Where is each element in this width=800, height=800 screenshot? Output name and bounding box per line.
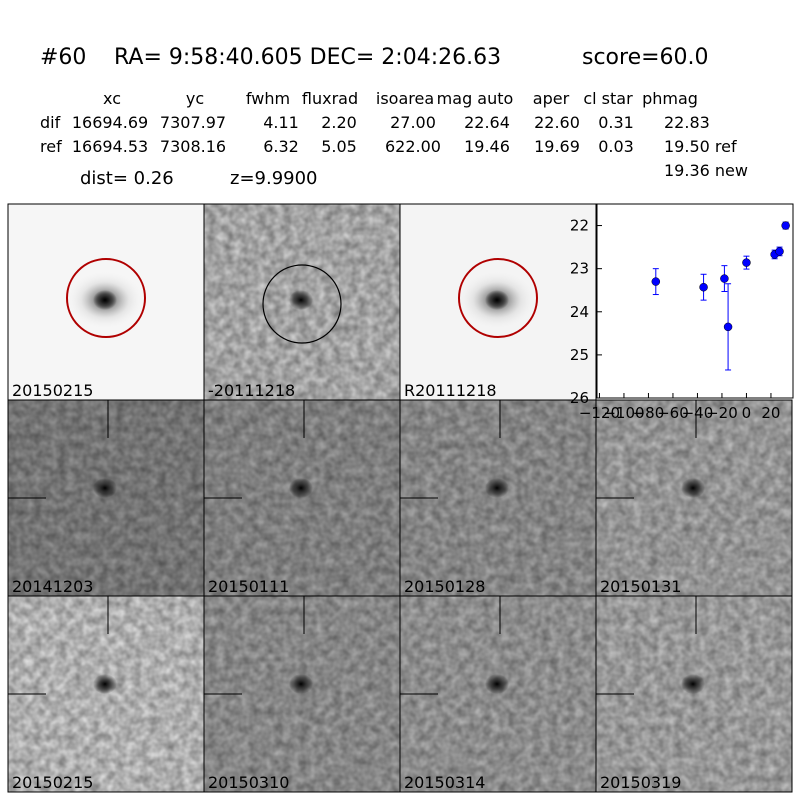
stamp-label: R20111218 xyxy=(404,381,497,400)
x-tick-label: 20 xyxy=(761,404,780,422)
stamp-label: -20111218 xyxy=(208,381,295,400)
aperture xyxy=(66,258,146,338)
y-tick-label: 26 xyxy=(570,389,589,407)
stamp: 20150314 xyxy=(399,595,597,793)
stamp: 20150319 xyxy=(595,595,793,793)
column-header: aper xyxy=(533,89,570,108)
stamp: -20111218 xyxy=(203,203,401,401)
coordinates: RA= 9:58:40.605 DEC= 2:04:26.63 xyxy=(114,45,501,70)
stamp-label: 20150215 xyxy=(12,773,93,792)
y-tick-label: 24 xyxy=(570,303,589,321)
table-cell: 6.32 xyxy=(263,137,299,156)
plot-area xyxy=(596,203,794,399)
source-core xyxy=(289,290,313,310)
table-cell: 27.00 xyxy=(390,113,436,132)
stamp: 20150131 xyxy=(595,399,793,597)
stamp-label: 20150131 xyxy=(600,577,681,596)
stamp: 20150310 xyxy=(203,595,401,793)
table-cell: 7308.16 xyxy=(160,137,226,156)
stamp-label: 20150314 xyxy=(404,773,485,792)
column-header: cl star xyxy=(583,89,633,108)
x-tick-label: −40 xyxy=(682,404,714,422)
point xyxy=(651,277,661,286)
point xyxy=(723,322,733,332)
stamp-label: 20150319 xyxy=(600,773,681,792)
column-header: yc xyxy=(186,89,204,108)
source-core xyxy=(93,290,117,310)
table-cell: 4.11 xyxy=(263,113,299,132)
stamp: 20150215 xyxy=(7,595,205,793)
table-cell: 16694.69 xyxy=(72,113,148,132)
x-tick-label: 0 xyxy=(742,404,752,422)
source-core xyxy=(681,674,705,694)
phmag-new: 19.36 new xyxy=(664,161,748,180)
stamp-label: 20141203 xyxy=(12,577,93,596)
column-header: fluxrad xyxy=(302,89,358,108)
stamp: 20150215 xyxy=(7,203,205,401)
column-header: isoarea xyxy=(376,89,434,108)
y-tick-label: 23 xyxy=(570,260,589,278)
table-cell: 622.00 xyxy=(385,137,441,156)
x-tick-label: −120 xyxy=(579,404,620,422)
x-tick-label: −80 xyxy=(633,404,665,422)
stamp-label: 20150310 xyxy=(208,773,289,792)
stamp: 20150128 xyxy=(399,399,597,597)
stamp: R20111218 xyxy=(399,203,597,401)
source-core xyxy=(93,674,117,694)
table-cell: 0.03 xyxy=(598,137,634,156)
table-cell: 7307.97 xyxy=(160,113,226,132)
source-core xyxy=(289,674,313,694)
aperture xyxy=(262,264,342,344)
table-cell: 19.69 xyxy=(534,137,580,156)
source-core xyxy=(485,290,509,310)
dist: dist= 0.26 xyxy=(80,168,174,189)
source-core xyxy=(681,478,705,498)
stamp: 20150111 xyxy=(203,399,401,597)
stamp-frame xyxy=(595,595,793,793)
table-cell: 22.83 xyxy=(664,113,710,132)
aperture xyxy=(458,258,538,338)
point xyxy=(742,258,751,267)
x-tick-label: −20 xyxy=(706,404,738,422)
stamp-label: 20150111 xyxy=(208,577,289,596)
stamp-label: 20150128 xyxy=(404,577,485,596)
table-cell: 0.31 xyxy=(598,113,634,132)
stamp: 20141203 xyxy=(7,399,205,597)
score: score=60.0 xyxy=(582,45,709,70)
y-tick-label: 22 xyxy=(570,217,589,235)
column-header: xc xyxy=(103,89,121,108)
table-cell: 5.05 xyxy=(321,137,357,156)
z: z=9.9900 xyxy=(230,168,318,189)
table-cell: 22.64 xyxy=(464,113,510,132)
table-cell: 19.46 xyxy=(464,137,510,156)
source-core xyxy=(485,478,509,498)
table-cell: 16694.53 xyxy=(72,137,148,156)
point xyxy=(781,221,790,230)
column-header: mag auto xyxy=(437,89,514,108)
y-tick-label: 25 xyxy=(570,346,589,364)
table-cell: dif xyxy=(40,113,61,132)
candidate-id: #60 xyxy=(40,45,86,70)
table-cell: ref xyxy=(40,137,62,156)
source-core xyxy=(93,478,117,498)
point xyxy=(775,247,784,256)
point xyxy=(720,274,729,283)
table-cell: 19.50 ref xyxy=(664,137,737,156)
source-core xyxy=(289,478,313,498)
column-header: phmag xyxy=(642,89,698,108)
table-cell: 2.20 xyxy=(321,113,357,132)
x-tick-label: −60 xyxy=(657,404,689,422)
x-tick-label: −100 xyxy=(603,404,644,422)
column-header: fwhm xyxy=(246,89,290,108)
point xyxy=(699,282,708,292)
table-cell: 22.60 xyxy=(534,113,580,132)
stamp-label: 20150215 xyxy=(12,381,93,400)
source-core xyxy=(485,674,509,694)
